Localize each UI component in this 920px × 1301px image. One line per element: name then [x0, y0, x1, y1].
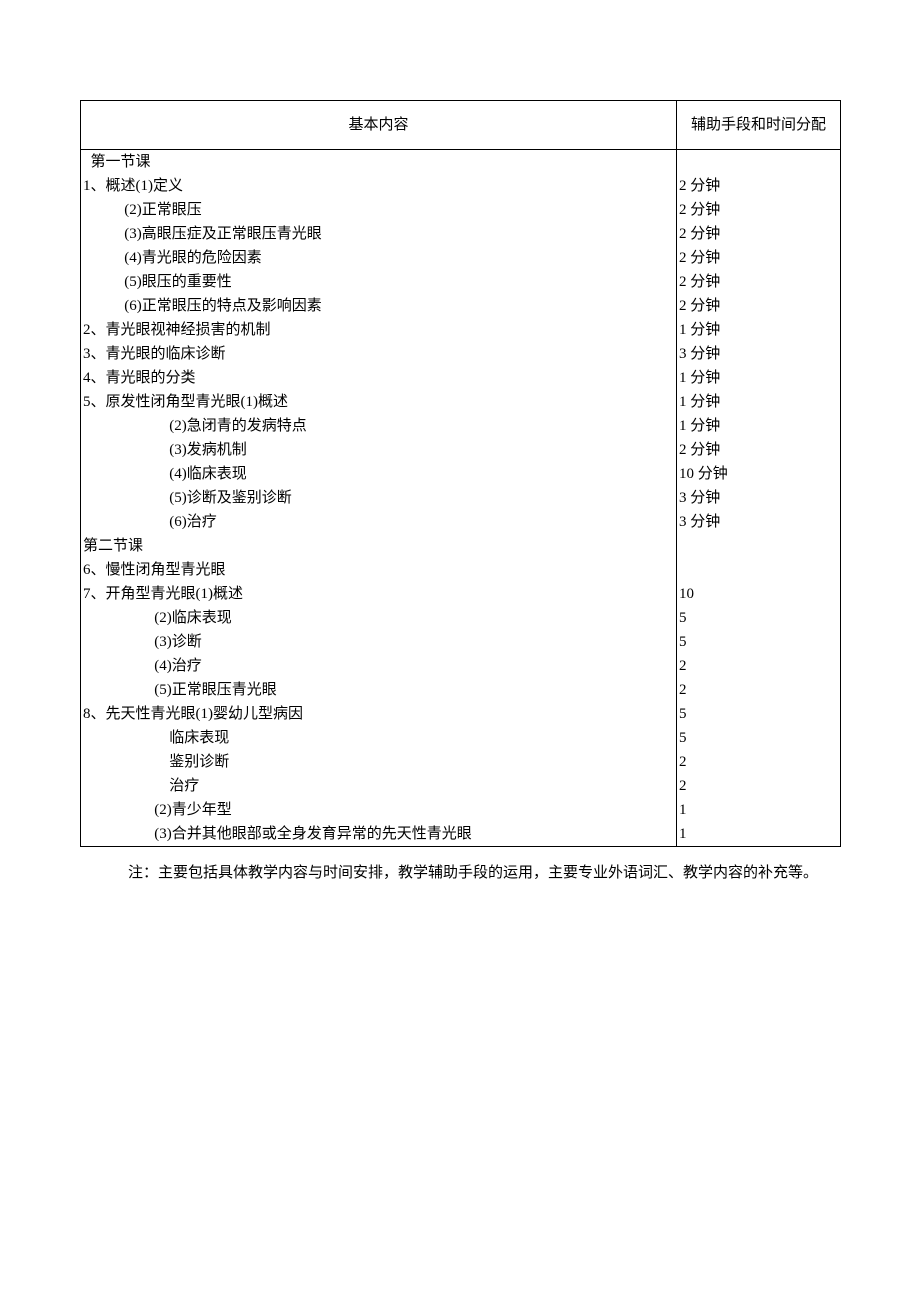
content-cell: (2)临床表现	[81, 606, 677, 630]
time-cell: 2 分钟	[676, 174, 840, 198]
table-row: 7、开角型青光眼(1)概述10	[81, 582, 840, 606]
time-cell: 1 分钟	[676, 318, 840, 342]
time-cell: 1 分钟	[676, 414, 840, 438]
table-row: (5)诊断及鉴别诊断3 分钟	[81, 486, 840, 510]
table-row: (2)急闭青的发病特点1 分钟	[81, 414, 840, 438]
body-cell: 第一节课1、概述(1)定义2 分钟 (2)正常眼压2 分钟 (3)高眼压症及正常…	[81, 150, 841, 847]
header-time: 辅助手段和时间分配	[677, 101, 841, 150]
content-cell: (3)诊断	[81, 630, 677, 654]
time-cell: 2 分钟	[676, 198, 840, 222]
time-cell: 10 分钟	[676, 462, 840, 486]
time-cell: 3 分钟	[676, 510, 840, 534]
time-cell: 5	[676, 726, 840, 750]
time-cell: 2	[676, 654, 840, 678]
table-row: 5、原发性闭角型青光眼(1)概述1 分钟	[81, 390, 840, 414]
time-cell: 2 分钟	[676, 294, 840, 318]
time-cell	[676, 534, 840, 558]
row-container: 第一节课1、概述(1)定义2 分钟 (2)正常眼压2 分钟 (3)高眼压症及正常…	[81, 150, 840, 846]
body-row: 第一节课1、概述(1)定义2 分钟 (2)正常眼压2 分钟 (3)高眼压症及正常…	[81, 150, 841, 847]
content-cell: 第一节课	[81, 150, 677, 174]
time-cell: 5	[676, 630, 840, 654]
table-row: 第一节课	[81, 150, 840, 174]
table-row: 6、慢性闭角型青光眼	[81, 558, 840, 582]
content-cell: 2、青光眼视神经损害的机制	[81, 318, 677, 342]
content-cell: 6、慢性闭角型青光眼	[81, 558, 677, 582]
table-row: (3)发病机制2 分钟	[81, 438, 840, 462]
content-cell: 5、原发性闭角型青光眼(1)概述	[81, 390, 677, 414]
table-row: (6)治疗3 分钟	[81, 510, 840, 534]
table-row: (4)治疗2	[81, 654, 840, 678]
content-cell: (2)急闭青的发病特点	[81, 414, 677, 438]
content-cell: (2)正常眼压	[81, 198, 677, 222]
table-row: (4)临床表现10 分钟	[81, 462, 840, 486]
content-cell: 1、概述(1)定义	[81, 174, 677, 198]
table-row: 临床表现5	[81, 726, 840, 750]
content-cell: (2)青少年型	[81, 798, 677, 822]
content-cell: (3)高眼压症及正常眼压青光眼	[81, 222, 677, 246]
table-row: 第二节课	[81, 534, 840, 558]
table-row: (5)正常眼压青光眼2	[81, 678, 840, 702]
table-row: (2)临床表现5	[81, 606, 840, 630]
time-cell: 1	[676, 822, 840, 846]
content-cell: 第二节课	[81, 534, 677, 558]
header-row: 基本内容 辅助手段和时间分配	[81, 101, 841, 150]
content-cell: (6)治疗	[81, 510, 677, 534]
time-cell: 1	[676, 798, 840, 822]
table-row: (3)合并其他眼部或全身发育异常的先天性青光眼1	[81, 822, 840, 846]
table-row: (5)眼压的重要性2 分钟	[81, 270, 840, 294]
time-cell: 2	[676, 774, 840, 798]
content-cell: (3)发病机制	[81, 438, 677, 462]
content-cell: 3、青光眼的临床诊断	[81, 342, 677, 366]
table-row: (4)青光眼的危险因素2 分钟	[81, 246, 840, 270]
table-row: (2)青少年型1	[81, 798, 840, 822]
time-cell: 2 分钟	[676, 438, 840, 462]
content-cell: (5)正常眼压青光眼	[81, 678, 677, 702]
content-cell: (5)眼压的重要性	[81, 270, 677, 294]
content-cell: 4、青光眼的分类	[81, 366, 677, 390]
time-cell: 10	[676, 582, 840, 606]
table-row: 2、青光眼视神经损害的机制1 分钟	[81, 318, 840, 342]
content-cell: (3)合并其他眼部或全身发育异常的先天性青光眼	[81, 822, 677, 846]
time-cell	[676, 150, 840, 174]
table-row: 8、先天性青光眼(1)婴幼儿型病因5	[81, 702, 840, 726]
footnote: 注：主要包括具体教学内容与时间安排，教学辅助手段的运用，主要专业外语词汇、教学内…	[80, 861, 840, 885]
header-content: 基本内容	[81, 101, 677, 150]
content-cell: (4)青光眼的危险因素	[81, 246, 677, 270]
content-cell: 治疗	[81, 774, 677, 798]
content-cell: (4)治疗	[81, 654, 677, 678]
time-cell: 2 分钟	[676, 246, 840, 270]
content-cell: 鉴别诊断	[81, 750, 677, 774]
time-cell: 5	[676, 702, 840, 726]
time-cell	[676, 558, 840, 582]
content-cell: (4)临床表现	[81, 462, 677, 486]
table-row: (3)高眼压症及正常眼压青光眼2 分钟	[81, 222, 840, 246]
time-cell: 2 分钟	[676, 270, 840, 294]
content-cell: 7、开角型青光眼(1)概述	[81, 582, 677, 606]
time-cell: 5	[676, 606, 840, 630]
content-cell: (5)诊断及鉴别诊断	[81, 486, 677, 510]
content-cell: 8、先天性青光眼(1)婴幼儿型病因	[81, 702, 677, 726]
table-row: (3)诊断5	[81, 630, 840, 654]
time-cell: 2 分钟	[676, 222, 840, 246]
time-cell: 2	[676, 678, 840, 702]
outline-table: 基本内容 辅助手段和时间分配 第一节课1、概述(1)定义2 分钟 (2)正常眼压…	[80, 100, 841, 847]
document-page: 基本内容 辅助手段和时间分配 第一节课1、概述(1)定义2 分钟 (2)正常眼压…	[0, 0, 920, 925]
time-cell: 1 分钟	[676, 366, 840, 390]
table-row: 治疗2	[81, 774, 840, 798]
time-cell: 3 分钟	[676, 342, 840, 366]
time-cell: 3 分钟	[676, 486, 840, 510]
table-row: 1、概述(1)定义2 分钟	[81, 174, 840, 198]
table-row: (2)正常眼压2 分钟	[81, 198, 840, 222]
table-row: (6)正常眼压的特点及影响因素2 分钟	[81, 294, 840, 318]
table-row: 4、青光眼的分类1 分钟	[81, 366, 840, 390]
table-row: 鉴别诊断2	[81, 750, 840, 774]
time-cell: 1 分钟	[676, 390, 840, 414]
time-cell: 2	[676, 750, 840, 774]
table-row: 3、青光眼的临床诊断3 分钟	[81, 342, 840, 366]
content-cell: 临床表现	[81, 726, 677, 750]
content-cell: (6)正常眼压的特点及影响因素	[81, 294, 677, 318]
